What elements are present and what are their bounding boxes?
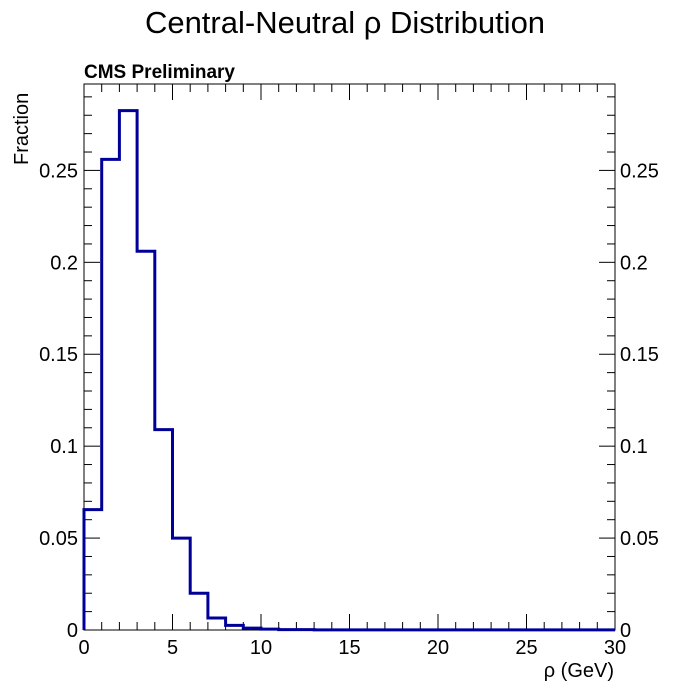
y-tick-label-left: 0 bbox=[67, 620, 78, 642]
cms-preliminary-label: CMS Preliminary bbox=[84, 62, 235, 83]
y-tick-label-left: 0.05 bbox=[39, 528, 78, 550]
histogram-series bbox=[82, 109, 615, 632]
chart-title: Central-Neutral ρ Distribution bbox=[145, 5, 545, 40]
y-tick-label-right: 0.15 bbox=[620, 344, 659, 366]
x-tick-label: 20 bbox=[427, 637, 449, 659]
y-axis-label: Fraction bbox=[11, 93, 33, 165]
y-tick-label-left: 0.15 bbox=[39, 344, 78, 366]
y-tick-label-right: 0 bbox=[620, 620, 631, 642]
plot-frame bbox=[83, 83, 616, 631]
y-tick-label-right: 0.05 bbox=[620, 528, 659, 550]
y-tick-label-left: 0.1 bbox=[50, 436, 78, 458]
y-tick-label-right: 0.2 bbox=[620, 252, 648, 274]
x-tick-label: 25 bbox=[515, 637, 537, 659]
x-tick-label: 15 bbox=[338, 637, 360, 659]
axis-tick-labels: 0 5 10 15 20 25 300 00.05 0.050.1 0.10.15 0.150.2 0… bbox=[39, 160, 659, 659]
y-tick-label-left: 0.25 bbox=[39, 160, 78, 182]
x-tick-label: 30 bbox=[604, 637, 626, 659]
x-tick-label: 5 bbox=[167, 637, 178, 659]
x-tick-label: 10 bbox=[250, 637, 272, 659]
y-tick-label-right: 0.25 bbox=[620, 160, 659, 182]
histogram-step-line bbox=[82, 109, 615, 632]
y-tick-label-left: 0.2 bbox=[50, 252, 78, 274]
y-tick-label-right: 0.1 bbox=[620, 436, 648, 458]
axis-ticks bbox=[83, 84, 616, 631]
x-axis-label: ρ (GeV) bbox=[544, 660, 614, 682]
x-tick-label: 0 bbox=[78, 637, 89, 659]
